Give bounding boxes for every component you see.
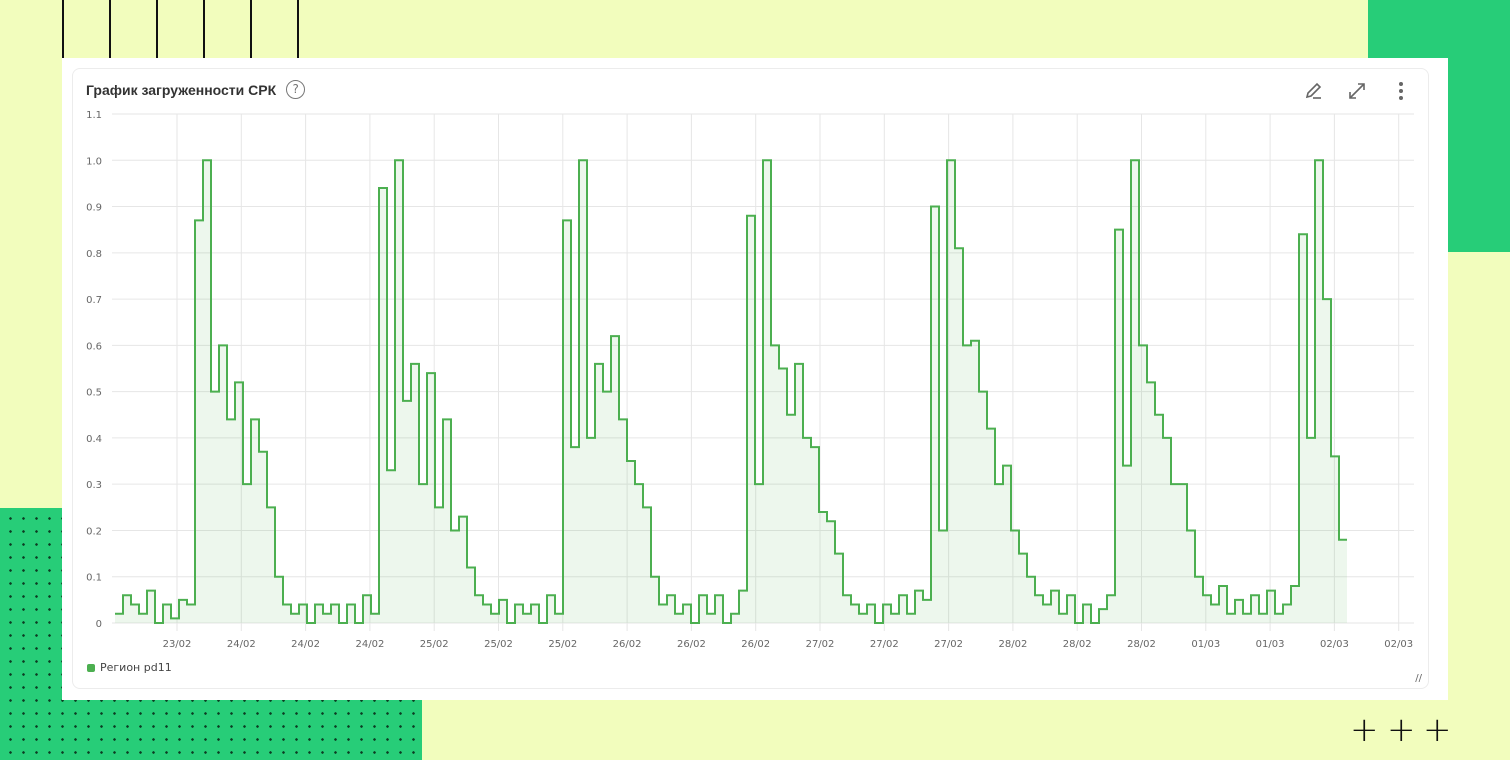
y-tick-label: 1.0: [86, 156, 102, 167]
dashboard-card: 0 0.1 0.2 0.3 0.4 0.5 0.6 0.7 0.8 0.9 1.0 1.1 23/02 2…: [62, 58, 1448, 700]
x-tick-label: 27/02: [870, 639, 899, 650]
expand-icon[interactable]: [1345, 79, 1369, 103]
y-tick-label: 0.9: [86, 203, 102, 214]
plus-icon: +: [1423, 710, 1452, 750]
y-tick-label: 0.4: [86, 434, 102, 445]
panel-title: График загруженности СРК: [86, 81, 277, 98]
x-tick-label: 01/03: [1191, 639, 1220, 650]
x-tick-label: 02/03: [1320, 639, 1349, 650]
resize-handle-icon[interactable]: //: [1415, 673, 1422, 684]
x-tick-label: 02/03: [1384, 639, 1413, 650]
y-tick-label: 0.7: [86, 295, 102, 306]
y-tick-label: 1.1: [86, 110, 102, 121]
x-tick-label: 28/02: [1127, 639, 1156, 650]
y-tick-label: 0.3: [86, 480, 102, 491]
legend-item[interactable]: Регион pd11: [87, 661, 172, 674]
x-tick-label: 28/02: [1063, 639, 1092, 650]
series-line: [115, 159, 1347, 624]
y-tick-label: 0: [96, 619, 102, 630]
x-tick-label: 25/02: [420, 639, 449, 650]
y-tick-label: 0.8: [86, 249, 102, 260]
y-tick-label: 0.6: [86, 341, 102, 352]
series-area: [115, 160, 1347, 623]
x-tick-label: 26/02: [741, 639, 770, 650]
legend-label: Регион pd11: [100, 661, 172, 674]
question-circle-icon[interactable]: ?: [286, 80, 306, 99]
plus-icon: +: [1387, 710, 1416, 750]
more-vertical-icon[interactable]: [1389, 79, 1413, 103]
x-tick-label: 27/02: [806, 639, 835, 650]
y-tick-label: 0.5: [86, 388, 102, 399]
x-tick-label: 24/02: [227, 639, 256, 650]
x-tick-label: 26/02: [677, 639, 706, 650]
plus-icon: +: [1350, 710, 1379, 750]
x-tick-label: 24/02: [355, 639, 384, 650]
x-tick-label: 24/02: [291, 639, 320, 650]
pencil-icon[interactable]: [1302, 79, 1326, 103]
x-tick-label: 01/03: [1256, 639, 1285, 650]
x-tick-label: 26/02: [613, 639, 642, 650]
x-tick-label: 25/02: [548, 639, 577, 650]
x-tick-label: 25/02: [484, 639, 513, 650]
y-tick-label: 0.1: [86, 573, 102, 584]
panel-header: График загруженности СРК ?: [86, 80, 306, 99]
y-tick-label: 0.2: [86, 526, 102, 537]
legend-swatch: [87, 663, 95, 672]
chart-area: 0 0.1 0.2 0.3 0.4 0.5 0.6 0.7 0.8 0.9 1.0 1.1 23/02 2…: [86, 110, 1414, 650]
x-tick-label: 28/02: [998, 639, 1027, 650]
chart-panel: График загруженности СРК ? Регион pd11 /…: [72, 68, 1429, 689]
x-tick-label: 27/02: [934, 639, 963, 650]
x-tick-label: 23/02: [163, 639, 192, 650]
